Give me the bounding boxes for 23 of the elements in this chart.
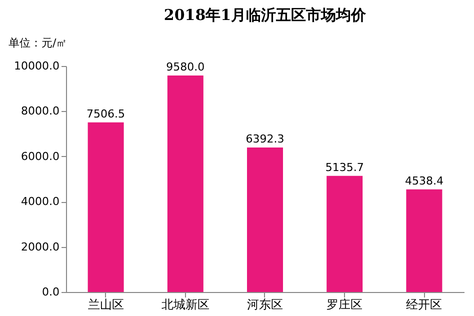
y-tick-label: 2000.0 <box>21 240 60 254</box>
x-tick-label: 罗庄区 <box>326 298 363 312</box>
bar <box>406 189 442 292</box>
x-tick-label: 经开区 <box>406 298 442 312</box>
data-label: 4538.4 <box>404 174 444 188</box>
y-axis-title: 单位：元/㎡ <box>8 36 68 50</box>
bar <box>326 176 363 292</box>
x-tick-label: 兰山区 <box>88 298 124 312</box>
x-tick-label: 北城新区 <box>161 298 210 312</box>
data-label: 5135.7 <box>325 160 364 174</box>
y-tick-label: 10000.0 <box>14 60 60 72</box>
data-label: 9580.0 <box>166 60 205 74</box>
y-tick-label: 8000.0 <box>21 104 60 118</box>
x-tick-label: 河东区 <box>247 298 283 312</box>
bar <box>247 148 283 292</box>
y-tick-label: 6000.0 <box>21 150 60 163</box>
data-label: 7506.5 <box>86 107 126 120</box>
bar <box>167 75 204 292</box>
y-tick-label: 4000.0 <box>21 195 60 208</box>
y-tick-label: 0.0 <box>42 286 60 298</box>
chart-title: 2018年1月临沂五区市场均价 <box>164 6 368 24</box>
bar <box>88 122 124 292</box>
data-label: 6392.3 <box>246 132 284 146</box>
